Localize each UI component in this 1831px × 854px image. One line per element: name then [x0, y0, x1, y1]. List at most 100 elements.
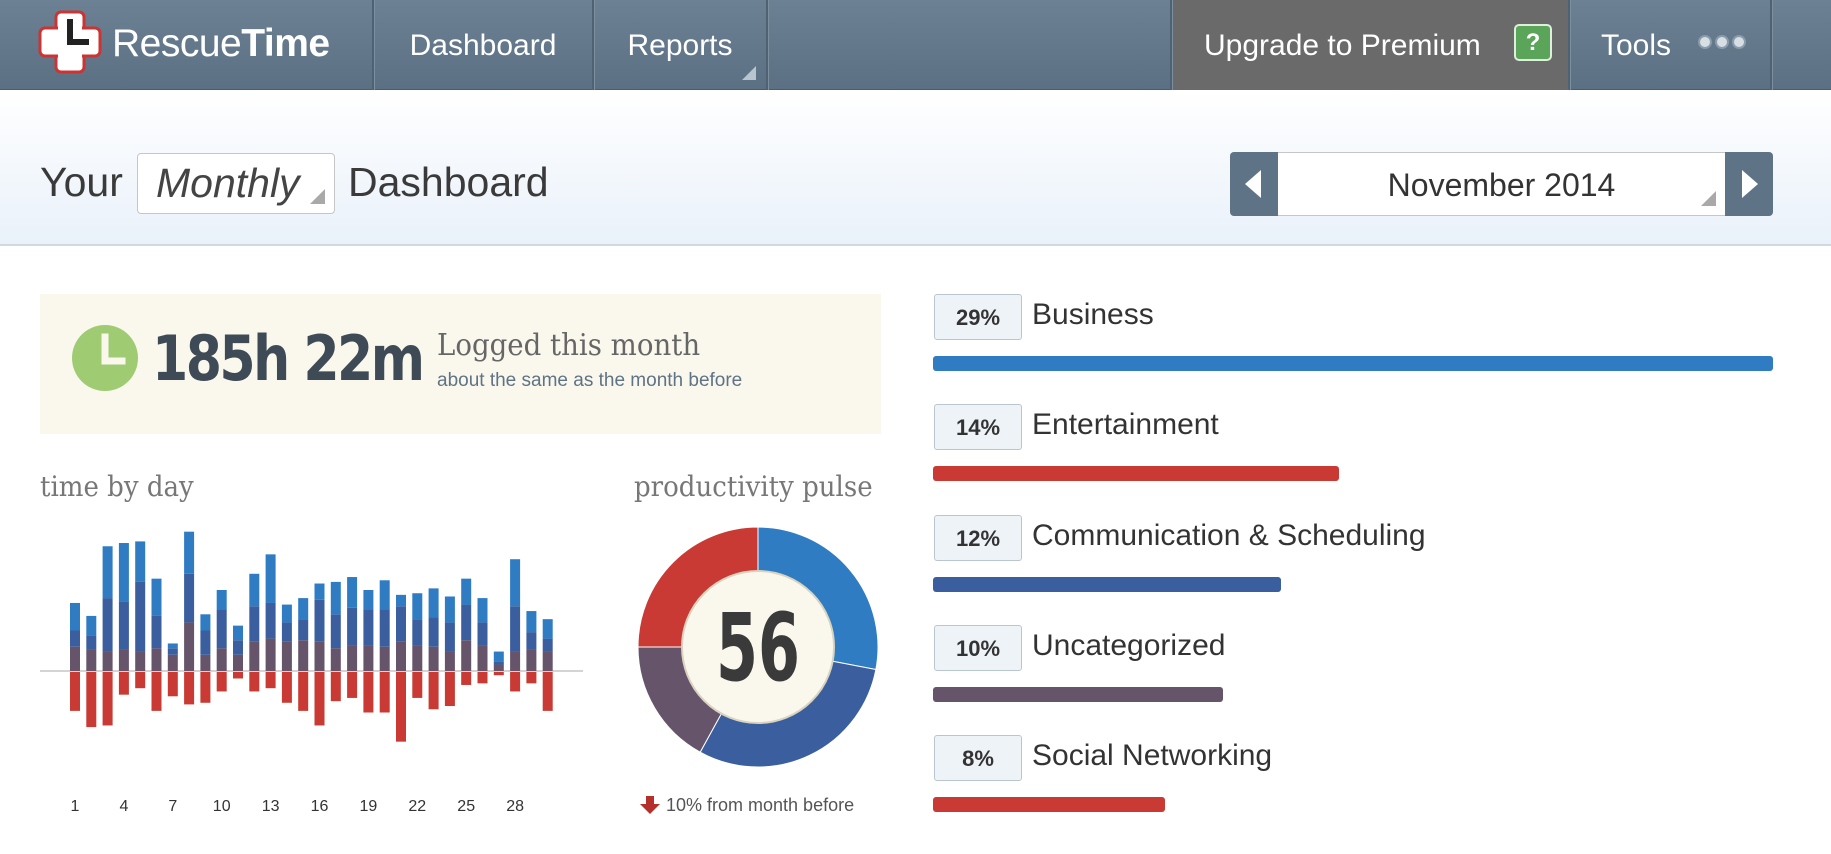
day-bar-segment[interactable]: [118, 601, 129, 650]
day-bar-segment[interactable]: [542, 619, 553, 639]
day-bar-segment[interactable]: [396, 594, 406, 607]
category-row[interactable]: 29% Business: [933, 294, 1773, 384]
day-bar-segment[interactable]: [86, 615, 97, 636]
day-bar-segment[interactable]: [428, 646, 439, 671]
day-bar-segment[interactable]: [347, 645, 358, 671]
day-bar-segment[interactable]: [200, 614, 211, 631]
help-icon[interactable]: ?: [1514, 24, 1552, 61]
productivity-pulse-donut[interactable]: 56: [638, 527, 878, 767]
day-bar-segment[interactable]: [461, 578, 472, 605]
day-bar-segment[interactable]: [151, 578, 162, 616]
day-bar-segment[interactable]: [167, 648, 178, 655]
day-bar-segment[interactable]: [510, 606, 521, 652]
day-bar-segment[interactable]: [542, 638, 553, 652]
day-bar-segment[interactable]: [330, 581, 341, 615]
day-bar-segment[interactable]: [526, 649, 537, 671]
day-bar-distracting[interactable]: [314, 672, 325, 726]
day-bar-segment[interactable]: [379, 609, 390, 647]
day-bar-distracting[interactable]: [70, 672, 80, 711]
day-bar-distracting[interactable]: [233, 672, 243, 679]
day-bar-distracting[interactable]: [167, 672, 178, 697]
next-month-button[interactable]: [1725, 152, 1773, 216]
month-select[interactable]: November 2014: [1278, 152, 1725, 216]
day-bar-distracting[interactable]: [363, 672, 374, 713]
nav-tools[interactable]: Tools: [1570, 0, 1770, 90]
previous-month-button[interactable]: [1230, 152, 1278, 216]
day-bar-segment[interactable]: [477, 622, 488, 646]
day-bar-segment[interactable]: [363, 609, 374, 646]
day-bar-segment[interactable]: [493, 664, 504, 671]
day-bar-segment[interactable]: [461, 640, 472, 671]
day-bar-segment[interactable]: [70, 630, 80, 647]
day-bar-segment[interactable]: [167, 654, 178, 671]
day-bar-segment[interactable]: [298, 598, 309, 620]
category-row[interactable]: 10% Uncategorized: [933, 625, 1773, 715]
day-bar-segment[interactable]: [249, 573, 260, 607]
day-bar-segment[interactable]: [200, 654, 211, 671]
day-bar-distracting[interactable]: [102, 672, 113, 726]
day-bar-segment[interactable]: [86, 649, 97, 671]
day-bar-segment[interactable]: [151, 615, 162, 649]
day-bar-distracting[interactable]: [118, 672, 129, 695]
day-bar-segment[interactable]: [281, 641, 292, 671]
period-select[interactable]: Monthly: [137, 153, 335, 214]
day-bar-distracting[interactable]: [526, 672, 537, 684]
day-bar-segment[interactable]: [184, 573, 195, 623]
day-bar-segment[interactable]: [298, 640, 309, 671]
day-bar-segment[interactable]: [265, 602, 276, 639]
day-bar-segment[interactable]: [86, 635, 97, 650]
more-dots-icon[interactable]: [1698, 35, 1749, 54]
day-bar-segment[interactable]: [461, 604, 472, 641]
day-bar-segment[interactable]: [428, 617, 439, 647]
day-bar-segment[interactable]: [510, 651, 521, 671]
day-bar-segment[interactable]: [396, 606, 406, 642]
day-bar-segment[interactable]: [249, 641, 260, 671]
day-bar-segment[interactable]: [347, 607, 358, 646]
day-bar-distracting[interactable]: [461, 672, 472, 685]
day-bar-segment[interactable]: [135, 541, 146, 582]
day-bar-distracting[interactable]: [347, 672, 358, 698]
day-bar-distracting[interactable]: [86, 672, 97, 728]
day-bar-segment[interactable]: [379, 580, 390, 610]
day-bar-segment[interactable]: [184, 531, 195, 574]
day-bar-segment[interactable]: [167, 643, 178, 649]
day-bar-distracting[interactable]: [330, 672, 341, 702]
day-bar-segment[interactable]: [493, 661, 504, 665]
day-bar-segment[interactable]: [428, 588, 439, 618]
upgrade-premium-button[interactable]: Upgrade to Premium ?: [1172, 0, 1568, 90]
day-bar-segment[interactable]: [412, 593, 423, 620]
day-bar-segment[interactable]: [363, 645, 374, 671]
day-bar-segment[interactable]: [265, 554, 276, 603]
day-bar-distracting[interactable]: [444, 672, 455, 707]
day-bar-segment[interactable]: [281, 604, 292, 623]
day-bar-distracting[interactable]: [200, 672, 211, 703]
day-bar-segment[interactable]: [216, 609, 227, 649]
day-bar-segment[interactable]: [135, 581, 146, 652]
day-bar-segment[interactable]: [379, 646, 390, 671]
day-bar-segment[interactable]: [118, 543, 129, 602]
day-bar-distracting[interactable]: [542, 672, 553, 711]
day-bar-segment[interactable]: [330, 648, 341, 671]
day-bar-segment[interactable]: [298, 619, 309, 641]
day-bar-distracting[interactable]: [493, 672, 504, 676]
day-bar-segment[interactable]: [265, 638, 276, 671]
day-bar-segment[interactable]: [396, 641, 406, 671]
day-bar-segment[interactable]: [314, 599, 325, 642]
day-bar-segment[interactable]: [281, 622, 292, 642]
day-bar-segment[interactable]: [70, 646, 80, 671]
day-bar-segment[interactable]: [151, 648, 162, 671]
day-bar-segment[interactable]: [233, 625, 243, 641]
rescuetime-logo[interactable]: RescueTime: [38, 8, 338, 78]
day-bar-distracting[interactable]: [412, 672, 423, 698]
day-bar-segment[interactable]: [314, 641, 325, 671]
day-bar-segment[interactable]: [412, 645, 423, 671]
day-bar-distracting[interactable]: [265, 672, 276, 689]
day-bar-distracting[interactable]: [396, 672, 406, 742]
day-bar-distracting[interactable]: [477, 672, 488, 684]
day-bar-segment[interactable]: [526, 632, 537, 650]
day-bar-distracting[interactable]: [510, 672, 521, 692]
day-bar-segment[interactable]: [249, 606, 260, 642]
day-bar-segment[interactable]: [102, 598, 113, 652]
day-bar-segment[interactable]: [233, 654, 243, 671]
time-by-day-chart[interactable]: 1 4 7 10 13 16 19 22 25 28: [40, 505, 600, 825]
